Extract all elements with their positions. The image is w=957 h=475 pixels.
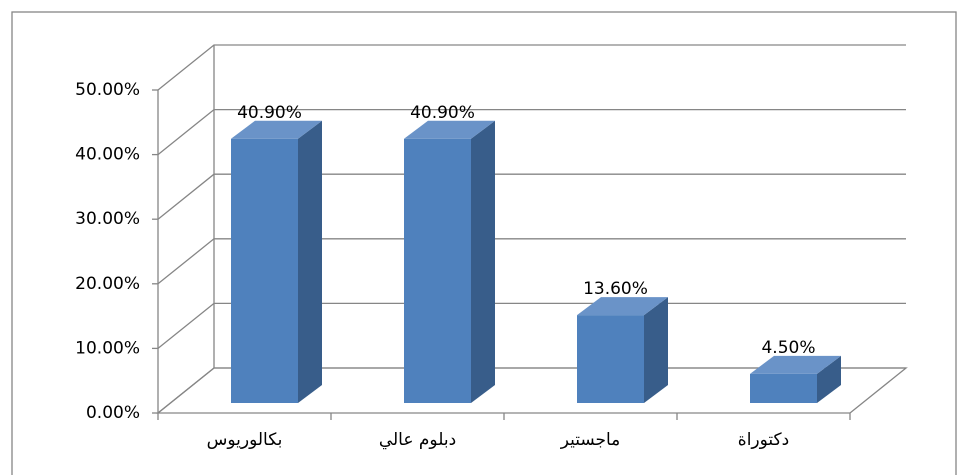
y-tick-label: 20.00% xyxy=(75,274,140,294)
value-label: 13.60% xyxy=(583,279,648,299)
x-tick-label: بكالوريوس xyxy=(207,430,283,450)
grid-line xyxy=(157,44,906,91)
bar xyxy=(577,315,644,403)
grid-line xyxy=(157,367,906,414)
grid-line xyxy=(157,238,906,285)
bar-side xyxy=(644,297,668,403)
bar-side xyxy=(298,120,322,403)
grid-line xyxy=(157,173,906,220)
y-tick-label: 10.00% xyxy=(75,338,140,358)
grid-line xyxy=(157,302,906,349)
x-tick-label: دكتوراة xyxy=(738,430,789,450)
bar-side xyxy=(817,355,841,403)
x-tick-label: ماجستير xyxy=(560,430,621,450)
bar-side xyxy=(471,120,495,403)
bar-top xyxy=(231,120,322,139)
x-tick-label: دبلوم عالي xyxy=(379,430,456,450)
grid-line xyxy=(157,108,906,156)
value-label: 40.90% xyxy=(237,103,302,123)
bar xyxy=(231,138,298,403)
y-tick-label: 40.00% xyxy=(75,145,140,165)
y-tick-label: 30.00% xyxy=(75,209,140,229)
y-tick-label: 50.00% xyxy=(75,80,140,100)
value-label: 4.50% xyxy=(761,338,815,358)
bar xyxy=(404,138,471,403)
bar-top xyxy=(750,355,841,374)
bar-top xyxy=(577,297,668,316)
y-tick-label: 0.00% xyxy=(86,403,140,423)
bar xyxy=(750,373,817,403)
bar-top xyxy=(404,120,495,139)
value-label: 40.90% xyxy=(410,103,475,123)
